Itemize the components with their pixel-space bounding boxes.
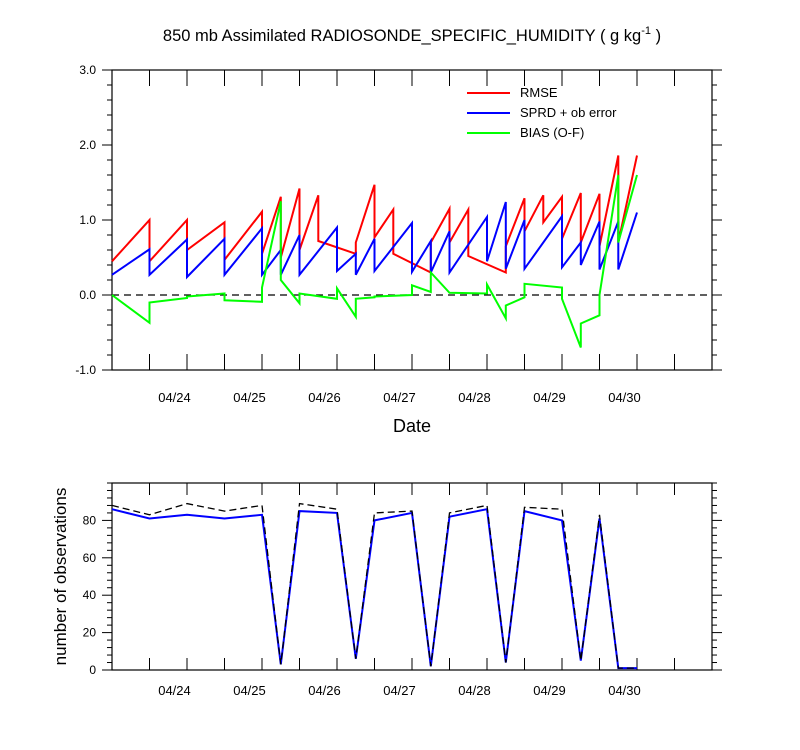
legend-label: RMSE — [520, 85, 558, 100]
x-tick-label: 04/24 — [158, 683, 191, 698]
y-tick-label: 20 — [83, 626, 97, 640]
x-tick-label: 04/25 — [233, 683, 266, 698]
legend-label: BIAS (O-F) — [520, 125, 584, 140]
x-tick-label: 04/27 — [383, 683, 416, 698]
y-axis-label: number of observations — [51, 488, 70, 666]
series-line-observations-possible — [111, 502, 637, 669]
x-axis-label: Date — [393, 416, 431, 436]
x-tick-label: 04/26 — [308, 390, 341, 405]
y-tick-label: 0 — [89, 663, 96, 677]
x-tick-label: 04/27 — [383, 390, 416, 405]
y-tick-label: 1.0 — [79, 213, 96, 227]
x-tick-label: 04/26 — [308, 683, 341, 698]
x-tick-label: 04/30 — [608, 683, 641, 698]
legend-label: SPRD + ob error — [520, 105, 617, 120]
x-tick-label: 04/28 — [458, 683, 491, 698]
chart-title-main: 850 mb Assimilated RADIOSONDE_SPECIFIC_H… — [163, 27, 641, 45]
plot-frame — [111, 69, 713, 371]
top-plot: -1.0 0.0 1.0 2.0 3.0 04/24 04/25 04/26 04/27 04/2… — [75, 25, 722, 436]
y-tick-label: 3.0 — [79, 63, 96, 77]
x-tick-label: 04/24 — [158, 390, 191, 405]
chart-title-superscript: -1 — [641, 25, 651, 37]
chart-title-end: ) — [651, 27, 661, 45]
x-tick-label: 04/30 — [608, 390, 641, 405]
y-tick-label: 2.0 — [79, 138, 96, 152]
series-line-observations-used — [111, 508, 637, 670]
bottom-plot: 0 20 40 60 80 04/24 04/25 04/26 04/27 04/28 04/29 0… — [51, 482, 722, 698]
x-tick-label: 04/29 — [533, 683, 566, 698]
x-tick-label: 04/28 — [458, 390, 491, 405]
series-line-bias-o-f- — [111, 174, 638, 348]
y-tick-label: 40 — [83, 588, 97, 602]
y-tick-label: 80 — [83, 513, 97, 527]
x-tick-label: 04/25 — [233, 390, 266, 405]
y-tick-label: -1.0 — [75, 363, 96, 377]
series-line-sprd-ob-error — [111, 201, 638, 280]
y-tick-label: 0.0 — [79, 288, 96, 302]
chart-title: 850 mb Assimilated RADIOSONDE_SPECIFIC_H… — [163, 25, 661, 45]
y-tick-label: 60 — [83, 551, 97, 565]
x-tick-label: 04/29 — [533, 390, 566, 405]
